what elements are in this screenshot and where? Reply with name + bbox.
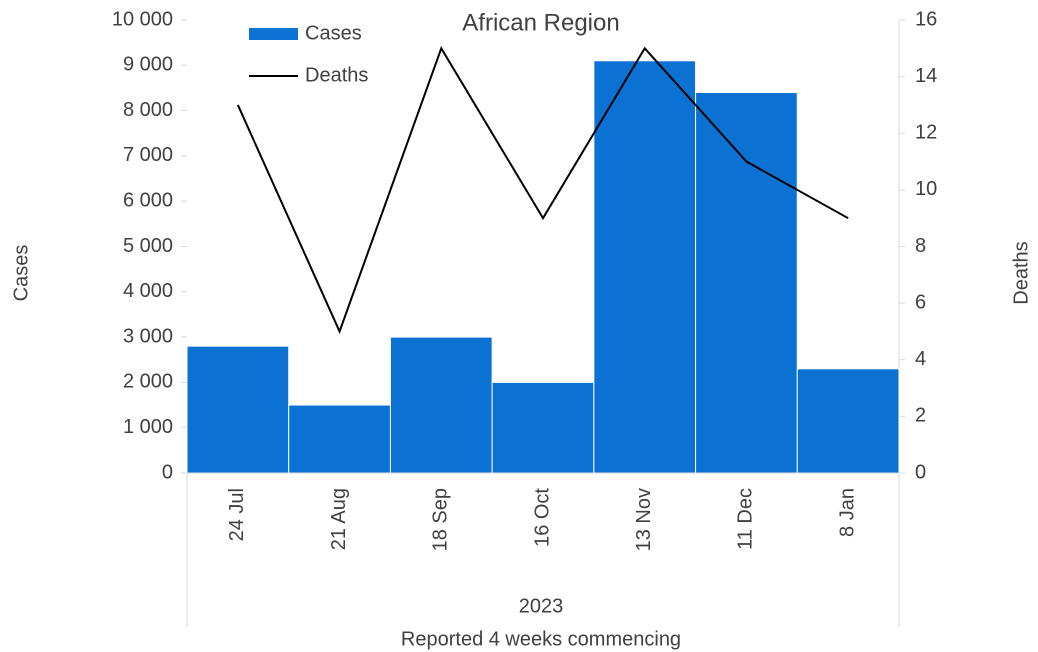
y2-tick-label: 2 (915, 405, 926, 427)
y2-tick-label: 0 (915, 461, 926, 483)
x-tick-label: 18 Sep (430, 488, 452, 551)
bar (491, 381, 595, 474)
y-tick-label: 5 000 (123, 235, 173, 257)
y2-tick-label: 16 (915, 8, 937, 30)
y2-tick-label: 8 (915, 235, 926, 257)
x-tick-label: 8 Jan (836, 488, 858, 537)
y2-tick-label: 14 (915, 65, 937, 87)
y-tick-label: 7 000 (123, 144, 173, 166)
y-tick-label: 4 000 (123, 280, 173, 302)
y-tick-label: 3 000 (123, 325, 173, 347)
y2-axis-title: Deaths (1010, 241, 1032, 304)
y2-tick-label: 10 (915, 178, 937, 200)
x-tick-label: 24 Jul (226, 488, 248, 541)
y-tick-label: 1 000 (123, 416, 173, 438)
y-tick-label: 2 000 (123, 371, 173, 393)
x-axis-title: Reported 4 weeks commencing (401, 628, 681, 650)
y-tick-label: 9 000 (123, 54, 173, 76)
y2-tick-label: 6 (915, 291, 926, 313)
bar (186, 345, 290, 474)
y-axis-title: Cases (10, 245, 32, 302)
legend-label: Deaths (305, 64, 368, 86)
x-group-label: 2023 (519, 595, 564, 617)
y2-tick-label: 12 (915, 122, 937, 144)
y-tick-label: 0 (162, 461, 173, 483)
x-tick-label: 21 Aug (328, 488, 350, 550)
x-tick-label: 13 Nov (633, 488, 655, 551)
y-tick-label: 10 000 (112, 8, 173, 30)
bar (796, 368, 900, 474)
bar (695, 91, 798, 474)
line (236, 45, 849, 335)
bar (389, 336, 493, 474)
y2-tick-label: 4 (915, 348, 926, 370)
x-tick-label: 11 Dec (735, 488, 757, 550)
legend-swatch (249, 28, 298, 40)
bar (593, 60, 697, 474)
x-tick-label: 16 Oct (531, 488, 553, 547)
y-tick-label: 6 000 (123, 189, 173, 211)
bar (288, 404, 391, 474)
y-tick-label: 8 000 (123, 99, 173, 121)
legend-label: Cases (305, 22, 362, 44)
chart-title: African Region (462, 9, 619, 36)
